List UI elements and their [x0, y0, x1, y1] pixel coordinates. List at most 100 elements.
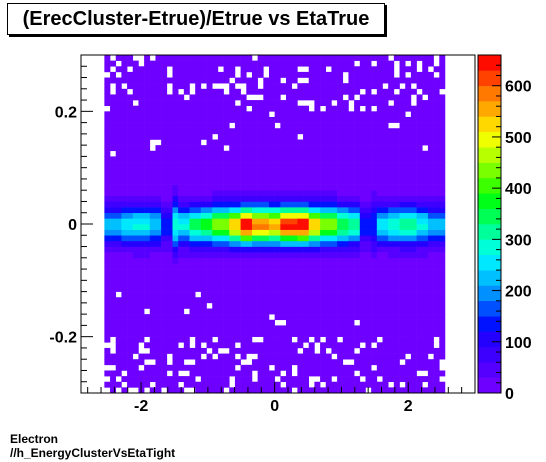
- heatmap-cell: [359, 314, 366, 321]
- color-scale-step: [478, 116, 501, 133]
- heatmap-cell: [115, 274, 122, 281]
- heatmap-cell: [138, 201, 145, 208]
- heatmap-cell: [422, 184, 429, 191]
- heatmap-cell: [132, 218, 139, 225]
- heatmap-cell: [263, 128, 270, 135]
- heatmap-cell: [314, 207, 321, 214]
- heatmap-cell: [393, 325, 400, 332]
- heatmap-cell: [365, 184, 372, 191]
- heatmap-cell: [359, 263, 366, 270]
- color-scale-step: [478, 147, 501, 163]
- heatmap-cell: [314, 252, 321, 259]
- heatmap-cell: [331, 246, 338, 253]
- heatmap-cell: [251, 207, 258, 214]
- heatmap-cell: [229, 308, 236, 315]
- heatmap-cell: [268, 55, 275, 61]
- heatmap-cell: [166, 263, 173, 270]
- heatmap-cell: [127, 364, 134, 371]
- heatmap-cell: [251, 116, 258, 123]
- heatmap-cell: [427, 122, 434, 129]
- heatmap-cell: [104, 229, 111, 236]
- heatmap-cell: [291, 184, 298, 191]
- heatmap-cell: [280, 88, 287, 95]
- heatmap-cell: [183, 105, 190, 112]
- heatmap-cell: [365, 291, 372, 298]
- heatmap-cell: [240, 162, 247, 168]
- heatmap-cell: [325, 178, 332, 185]
- heatmap-cell: [325, 325, 332, 332]
- heatmap-cell: [172, 122, 179, 129]
- heatmap-cell: [405, 274, 412, 281]
- heatmap-cell: [189, 353, 196, 360]
- heatmap-cell: [172, 83, 179, 90]
- heatmap-cell: [393, 257, 400, 264]
- heatmap-cell: [138, 77, 145, 84]
- heatmap-cell: [223, 218, 230, 225]
- heatmap-cell: [166, 162, 173, 168]
- heatmap-cell: [229, 105, 236, 112]
- heatmap-cell: [410, 376, 417, 383]
- heatmap-cell: [110, 269, 117, 275]
- heatmap-cell: [410, 235, 417, 242]
- heatmap-cell: [229, 167, 236, 174]
- heatmap-cell: [439, 83, 446, 90]
- heatmap-cell: [212, 162, 219, 168]
- heatmap-cell: [161, 178, 168, 185]
- heatmap-cell: [206, 331, 213, 337]
- heatmap-cell: [172, 381, 179, 388]
- heatmap-cell: [280, 145, 287, 152]
- heatmap-cell: [331, 201, 338, 208]
- heatmap-cell: [365, 122, 372, 129]
- heatmap-cell: [427, 167, 434, 174]
- heatmap-cell: [354, 173, 361, 180]
- heatmap-cell: [274, 347, 281, 354]
- heatmap-cell: [110, 111, 117, 118]
- heatmap-cell: [354, 263, 361, 270]
- heatmap-cell: [359, 94, 366, 101]
- heatmap-cell: [115, 325, 122, 332]
- heatmap-cell: [200, 162, 207, 168]
- heatmap-cell: [382, 111, 389, 118]
- heatmap-cell: [359, 207, 366, 214]
- heatmap-cell: [433, 128, 440, 135]
- heatmap-cell: [166, 100, 173, 106]
- heatmap-cell: [144, 331, 151, 337]
- heatmap-cell: [286, 190, 292, 197]
- heatmap-cell: [234, 207, 241, 214]
- heatmap-cell: [161, 325, 168, 332]
- heatmap-cell: [195, 55, 202, 61]
- heatmap-cell: [110, 257, 117, 264]
- heatmap-cell: [172, 111, 179, 118]
- heatmap-cell: [144, 116, 151, 123]
- heatmap-cell: [410, 88, 417, 95]
- heatmap-cell: [251, 314, 258, 321]
- heatmap-cell: [246, 314, 253, 321]
- heatmap-cell: [320, 162, 327, 168]
- heatmap-cell: [286, 319, 292, 326]
- heatmap-cell: [433, 263, 440, 270]
- heatmap-cell: [183, 190, 190, 197]
- heatmap-cell: [393, 246, 400, 253]
- heatmap-cell: [382, 342, 389, 349]
- heatmap-cell: [172, 162, 179, 168]
- heatmap-cell: [268, 77, 275, 84]
- heatmap-cell: [257, 133, 264, 140]
- heatmap-cell: [178, 336, 185, 343]
- heatmap-cell: [297, 331, 304, 337]
- heatmap-cell: [410, 246, 417, 253]
- heatmap-cell: [263, 150, 270, 157]
- heatmap-cell: [308, 263, 315, 270]
- heatmap-cell: [195, 308, 202, 315]
- heatmap-cell: [422, 105, 429, 112]
- heatmap-cell: [405, 235, 412, 242]
- heatmap-cell: [416, 240, 423, 247]
- heatmap-cell: [183, 319, 190, 326]
- heatmap-cell: [439, 190, 446, 197]
- heatmap-cell: [416, 190, 423, 197]
- heatmap-cell: [280, 100, 287, 106]
- heatmap-cell: [166, 297, 173, 304]
- heatmap-cell: [121, 150, 128, 157]
- heatmap-cell: [178, 156, 185, 163]
- heatmap-cell: [121, 55, 128, 61]
- heatmap-cell: [268, 229, 275, 236]
